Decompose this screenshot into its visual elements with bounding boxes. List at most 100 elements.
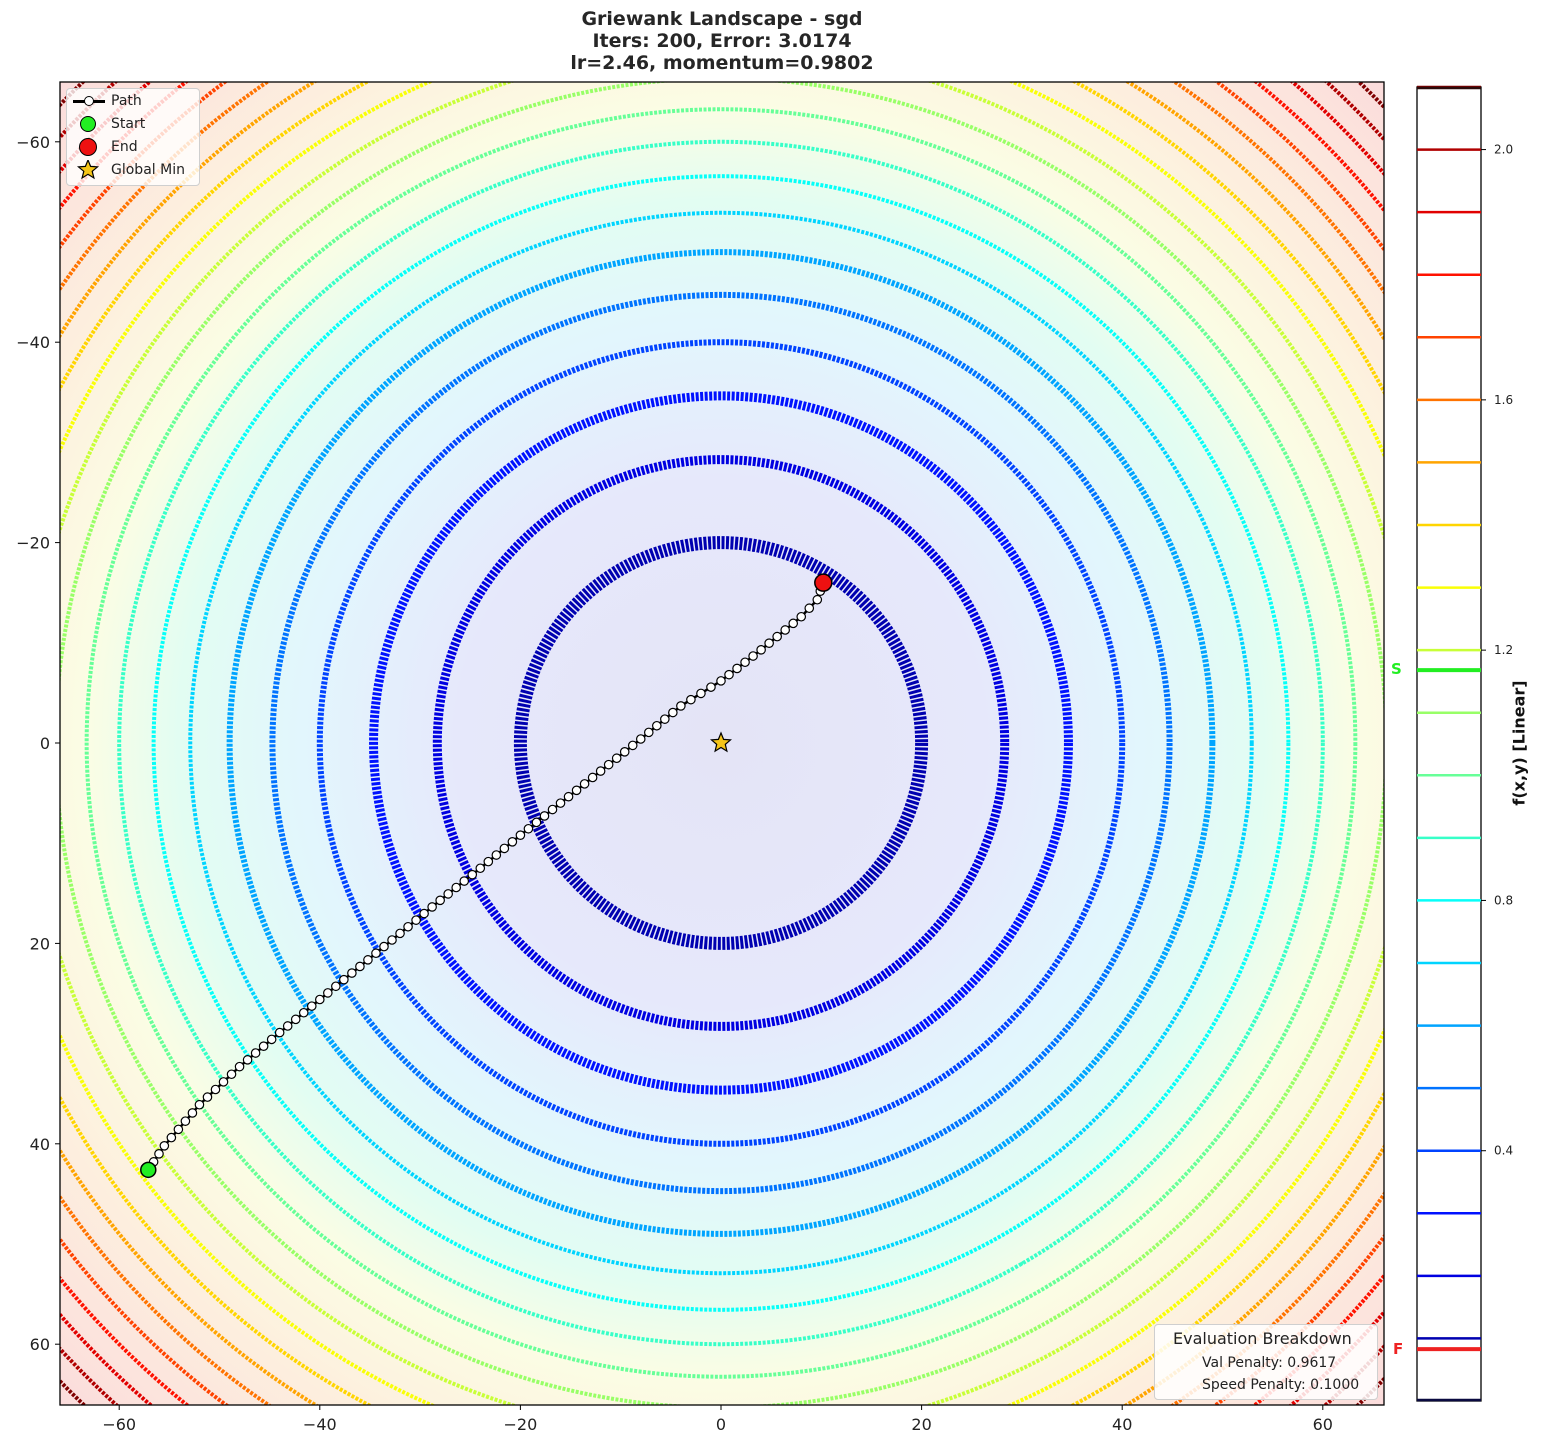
path-point — [507, 836, 518, 847]
contour-ring — [84, 107, 1358, 1379]
legend-item-start: Start — [67, 114, 145, 134]
contour-ring — [188, 210, 1254, 1276]
path-point — [748, 651, 758, 661]
path-point — [274, 1027, 285, 1038]
path-point — [531, 817, 542, 828]
path-point — [419, 908, 429, 919]
path-point — [643, 727, 654, 738]
x-tick-label: −40 — [303, 1415, 337, 1434]
path-point — [306, 1001, 317, 1011]
contour-ring — [269, 291, 1173, 1195]
path-point — [314, 994, 325, 1005]
path-point — [218, 1077, 229, 1087]
path-point — [523, 823, 534, 834]
path-line-icon — [67, 91, 111, 111]
final-value-marker: F — [1393, 1340, 1404, 1358]
path-point — [210, 1084, 221, 1095]
legend-label: End — [111, 139, 138, 155]
path-point — [194, 1099, 205, 1110]
legend-item-global-min: Global Min — [67, 160, 185, 180]
path-point — [611, 753, 622, 764]
colorbar-tick-label: 1.2 — [1494, 643, 1513, 657]
evaluation-breakdown-box: Evaluation Breakdown Val Penalty: 0.9617… — [1154, 1324, 1378, 1400]
path-point — [627, 740, 638, 751]
y-tick-label: −60 — [16, 133, 50, 152]
path-point — [355, 961, 365, 972]
y-tick-label: −20 — [16, 534, 50, 553]
path-point — [459, 876, 470, 886]
path-point — [780, 625, 790, 635]
path-point — [668, 707, 678, 718]
speed-penalty: Speed Penalty: 0.1000 — [1202, 1377, 1360, 1393]
path-point — [451, 882, 462, 893]
path-point — [635, 734, 646, 744]
path-point — [180, 1116, 191, 1126]
path-point — [706, 682, 716, 692]
x-axis: −60 −40 −20 0 20 40 60 — [102, 1405, 1333, 1434]
path-point — [539, 811, 550, 821]
legend-label: Path — [111, 93, 142, 109]
x-tick-label: −60 — [102, 1415, 136, 1434]
colorbar-label: f(x,y) [Linear] — [1509, 680, 1529, 806]
y-tick-label: 0 — [40, 734, 50, 753]
path-point — [242, 1055, 253, 1065]
colorbar: 0.4 0.8 1.2 1.6 2.0 — [1416, 85, 1513, 1402]
y-axis: 60 40 20 0 −20 −40 −60 — [16, 133, 60, 1354]
legend-item-path: Path — [67, 91, 142, 111]
title-line-3: lr=2.46, momentum=0.9802 — [570, 52, 874, 74]
path-point — [339, 974, 349, 985]
x-tick-label: 40 — [1112, 1415, 1132, 1434]
colorbar-tick-label: 0.4 — [1494, 1144, 1513, 1158]
path-point — [443, 889, 453, 899]
star-icon — [67, 160, 111, 180]
path-point — [686, 694, 696, 705]
legend: Path Start End Global Min — [66, 88, 200, 186]
colorbar-tick-label: 1.6 — [1494, 393, 1513, 407]
x-tick-label: 60 — [1313, 1415, 1333, 1434]
path-point — [804, 603, 815, 614]
colorbar-tick-label: 0.8 — [1494, 893, 1513, 907]
start-value-marker: S — [1391, 660, 1402, 678]
path-point — [258, 1041, 269, 1052]
path-point — [159, 1141, 170, 1151]
y-tick-label: 60 — [30, 1335, 50, 1354]
path-point — [764, 638, 774, 649]
legend-label: Start — [111, 116, 146, 132]
path-point — [555, 798, 566, 808]
end-point — [814, 573, 833, 592]
title-line-1: Griewank Landscape - sgd — [581, 8, 863, 30]
path-point — [563, 791, 574, 802]
path-point — [587, 772, 598, 783]
x-tick-label: 0 — [716, 1415, 726, 1434]
path-point — [467, 869, 478, 880]
path-point — [619, 747, 630, 757]
path-point — [595, 766, 606, 776]
y-tick-label: −40 — [16, 333, 50, 352]
path-point — [475, 863, 486, 874]
path-point — [435, 895, 445, 906]
path-point — [173, 1124, 184, 1135]
path-point — [290, 1014, 301, 1025]
y-tick-label: 20 — [30, 934, 50, 953]
path-point — [282, 1021, 293, 1031]
path-point — [499, 843, 510, 854]
path-point — [411, 915, 421, 925]
path-point — [298, 1007, 309, 1018]
contour-ring — [151, 174, 1291, 1312]
path-point — [483, 856, 494, 867]
path-point — [772, 631, 782, 642]
contour-ring — [226, 249, 1216, 1237]
path-point — [166, 1132, 177, 1143]
path-point — [427, 902, 437, 912]
path-point — [371, 948, 381, 959]
path-point — [363, 955, 373, 965]
path-point — [491, 850, 502, 860]
path-point — [579, 779, 590, 789]
path-point — [515, 830, 526, 840]
title-line-2: Iters: 200, Error: 3.0174 — [592, 30, 852, 52]
x-tick-label: −20 — [504, 1415, 538, 1434]
path-point — [724, 669, 734, 680]
contour-ring — [117, 139, 1325, 1347]
path-point — [395, 928, 405, 939]
